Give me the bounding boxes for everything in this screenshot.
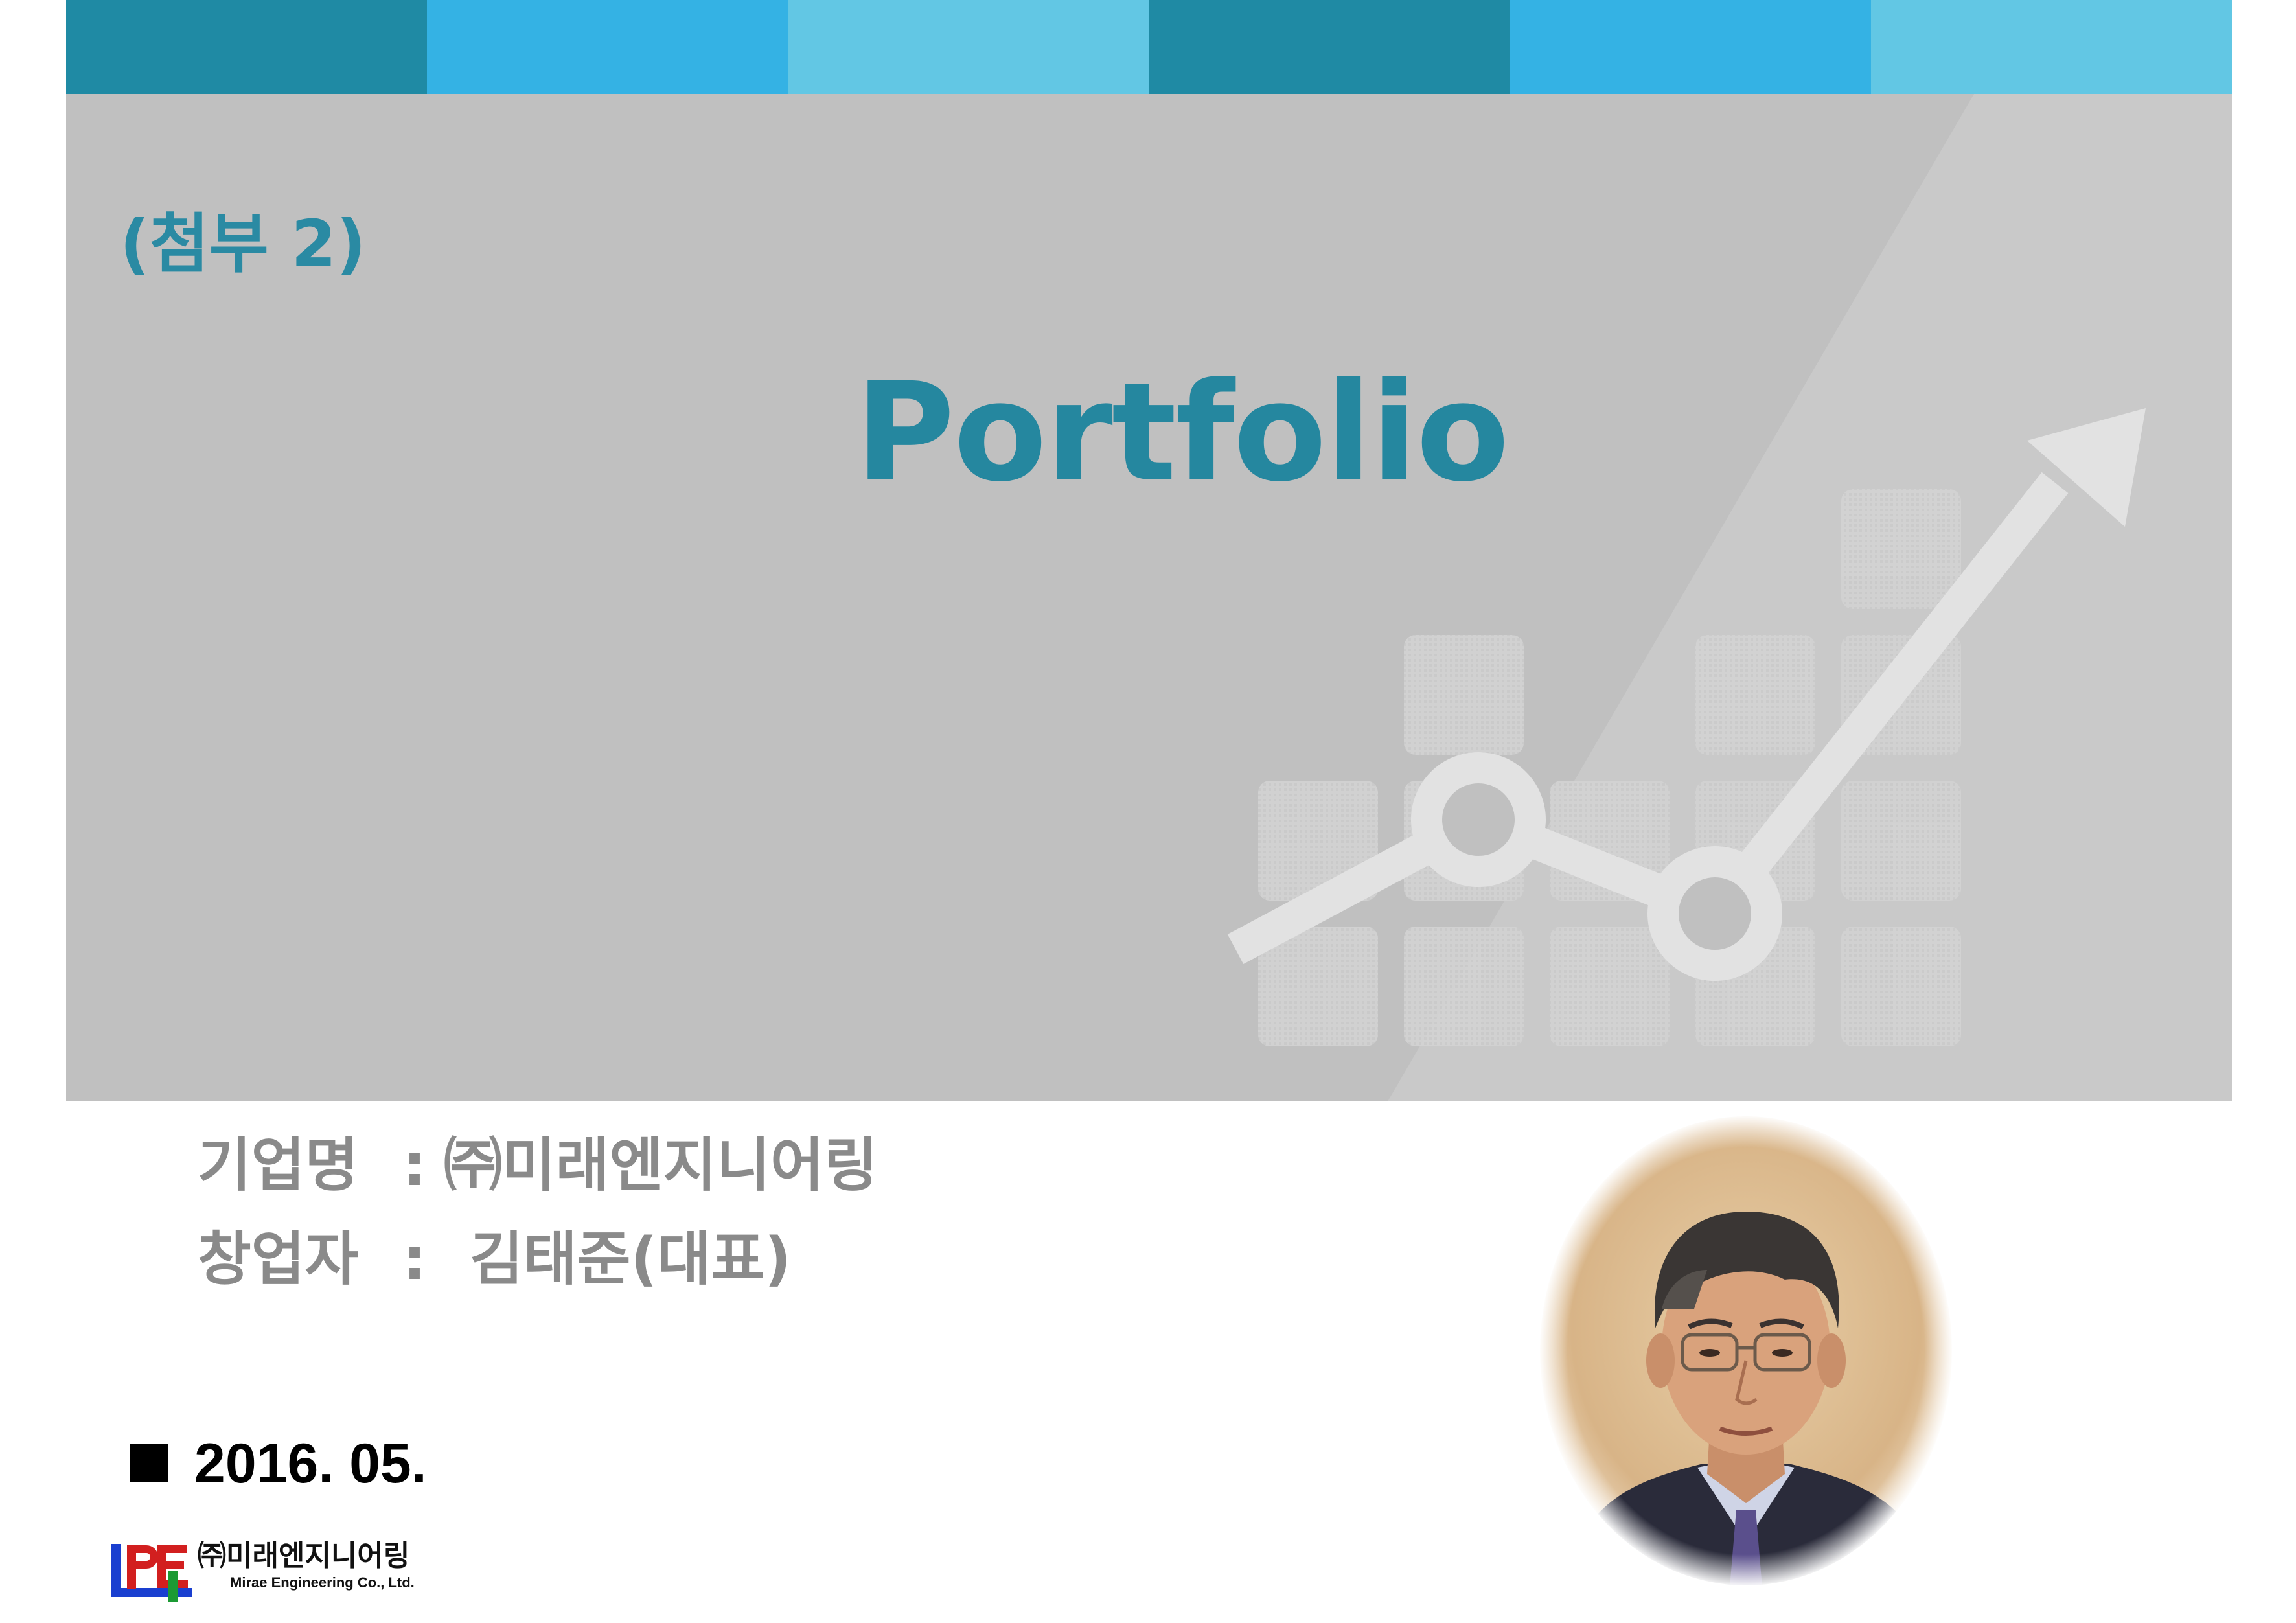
- company-logo: ㈜미래엔지니어링 Mirae Engineering Co., Ltd.: [111, 1532, 415, 1604]
- stripe-2: [427, 0, 788, 94]
- company-row: 기업명: ㈜미래엔지니어링: [198, 1118, 878, 1202]
- founder-label: 창업자: [198, 1225, 359, 1293]
- stripe-4: [1149, 0, 1510, 94]
- founder-name: 김태준(대표): [470, 1225, 792, 1293]
- founder-row: 창업자: 김태준(대표): [198, 1212, 791, 1296]
- representative-portrait: [1539, 1114, 1953, 1587]
- company-separator: :: [403, 1131, 426, 1199]
- title-banner: (첨부 2) Portfolio: [66, 94, 2232, 1101]
- logo-english-name: Mirae Engineering Co., Ltd.: [230, 1574, 415, 1591]
- company-label: 기업명: [198, 1131, 359, 1199]
- growth-chart-icon: [1227, 94, 2232, 1101]
- stripe-1: [66, 0, 428, 94]
- attachment-label: (첨부 2): [120, 206, 366, 282]
- square-bullet-icon: [130, 1444, 168, 1482]
- stripe-3: [788, 0, 1149, 94]
- logo-korean-name: ㈜미래엔지니어링: [198, 1539, 410, 1572]
- page-title: Portfolio: [855, 353, 1510, 512]
- date-line: 2016. 05.: [130, 1432, 427, 1496]
- date-text: 2016. 05.: [194, 1433, 427, 1495]
- company-name: ㈜미래엔지니어링: [444, 1131, 878, 1199]
- stripe-6: [1870, 0, 2233, 94]
- mpe-logo-icon: [111, 1544, 192, 1602]
- stripe-5: [1510, 0, 1871, 94]
- header-color-stripes: [66, 0, 2233, 94]
- founder-separator: :: [403, 1225, 426, 1293]
